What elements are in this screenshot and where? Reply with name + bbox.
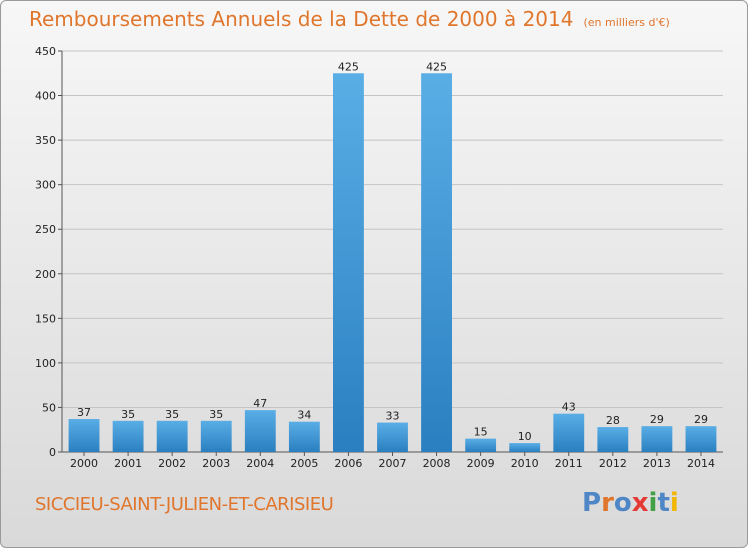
logo-letter: P [582,488,602,518]
y-tick-label: 300 [35,179,56,192]
bar-2009 [465,438,497,452]
logo-letter: t [657,488,670,518]
y-tick-label: 200 [35,268,56,281]
data-label-2003: 35 [209,408,223,421]
y-tick-label: 400 [35,90,56,103]
data-label-2000: 37 [77,406,91,419]
x-tick-label: 2004 [246,457,274,470]
data-label-2007: 33 [386,410,400,423]
x-tick-label: 2006 [334,457,362,470]
bar-2007 [377,422,408,452]
data-label-2002: 35 [165,408,179,421]
y-tick-label: 100 [35,357,56,370]
labels: 0 50 100 150 200 250 300 350 400 450 37 2000 35 2001 3… [35,45,715,470]
data-label-2010: 10 [518,430,532,443]
data-label-2001: 35 [121,408,135,421]
bar-2012 [597,427,629,452]
bar-2000 [68,419,100,452]
x-tick-label: 2009 [467,457,495,470]
axes [58,50,723,456]
y-tick-label: 150 [35,312,56,325]
y-tick-label: 450 [35,45,56,58]
y-tick-label: 0 [49,446,56,459]
data-label-2011: 43 [562,401,576,414]
bar-2006 [333,73,364,453]
logo-letter: r [601,488,614,518]
grid [62,50,723,408]
x-tick-label: 2008 [423,457,451,470]
bars [68,73,717,453]
bar-2004 [244,410,276,452]
chart-title: Remboursements Annuels de la Dette de 20… [29,7,670,31]
data-label-2014: 29 [694,413,708,426]
x-tick-label: 2002 [158,457,186,470]
logo-letter: o [613,488,632,518]
x-tick-label: 2005 [290,457,318,470]
x-tick-label: 2007 [379,457,407,470]
logo-letter: i [669,488,679,518]
x-tick-label: 2000 [70,457,98,470]
chart-title-text: Remboursements Annuels de la Dette de 20… [29,7,574,31]
y-tick-label: 250 [35,223,56,236]
logo-letter: i [648,488,658,518]
bar-2005 [288,421,320,452]
x-tick-label: 2010 [511,457,539,470]
data-label-2004: 47 [253,397,267,410]
data-label-2005: 34 [297,409,311,422]
bar-2014 [685,426,717,452]
bar-2003 [200,420,232,452]
x-tick-label: 2001 [114,457,142,470]
bar-2011 [553,413,585,452]
commune-name: SICCIEU-SAINT-JULIEN-ET-CARISIEU [35,494,334,515]
x-tick-label: 2013 [643,457,671,470]
x-tick-label: 2012 [599,457,627,470]
proxiti-logo: Proxiti [582,488,679,518]
bar-2002 [156,420,188,452]
bar-2013 [641,426,673,452]
x-tick-label: 2011 [555,457,583,470]
bar-2001 [112,420,144,452]
data-label-2006: 425 [338,60,359,73]
y-tick-label: 50 [42,401,56,414]
y-tick-label: 350 [35,134,56,147]
x-tick-label: 2014 [687,457,715,470]
data-label-2009: 15 [474,426,488,439]
data-label-2012: 28 [606,414,620,427]
x-tick-label: 2003 [202,457,230,470]
logo-letter: x [631,488,649,518]
bar-2010 [509,443,541,452]
data-label-2013: 29 [650,413,664,426]
chart-unit: (en milliers d'€) [583,16,670,29]
data-label-2008: 425 [426,60,447,73]
bar-2008 [421,73,452,453]
